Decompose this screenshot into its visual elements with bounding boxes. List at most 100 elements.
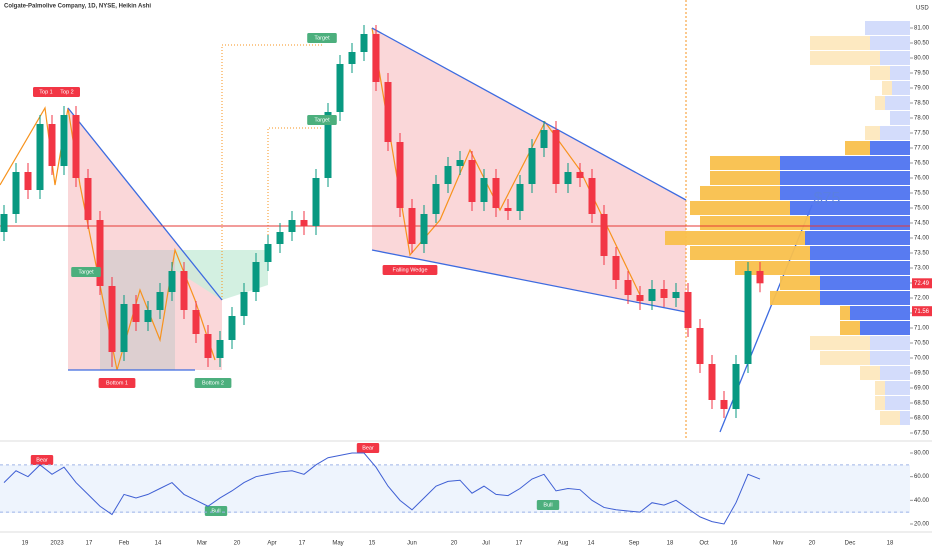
trend-line <box>371 27 687 201</box>
candle-body <box>468 160 476 202</box>
trend-line <box>67 107 223 301</box>
candle-body <box>552 130 560 184</box>
x-tick-label: 19 <box>22 541 29 547</box>
annotation-bg <box>71 267 101 277</box>
candle-body <box>564 172 572 184</box>
candle-body <box>168 271 176 292</box>
annotation: Top 1 <box>39 89 52 95</box>
y-tick-label: 81.00 <box>914 26 930 32</box>
y-tick-label: 80.50 <box>914 41 930 47</box>
candle-body <box>672 292 680 298</box>
y-tick-label: 75.50 <box>914 191 930 197</box>
candle-body <box>276 232 284 244</box>
x-tick-label: 14 <box>155 541 162 547</box>
profile-up <box>880 366 910 380</box>
price-label: 72.49 <box>914 281 930 287</box>
candle-body <box>96 220 104 286</box>
candle-body <box>108 286 116 352</box>
candle-body <box>300 220 308 226</box>
annotation: Bear <box>36 457 48 463</box>
profile-down <box>665 231 805 245</box>
annotation: Bear <box>362 445 374 451</box>
x-tick-label: 2023 <box>50 541 64 547</box>
y-tick-label: 77.00 <box>914 146 930 152</box>
x-tick-label: 17 <box>516 541 523 547</box>
candle-body <box>696 328 704 364</box>
x-tick-label: Apr <box>267 541 276 547</box>
price-label: 71.56 <box>914 309 930 315</box>
annotation-bg <box>98 378 136 388</box>
profile-down <box>882 81 892 95</box>
annotation-bg <box>33 87 59 97</box>
profile-up <box>810 216 910 230</box>
profile-down <box>700 186 780 200</box>
candle-body <box>456 160 464 166</box>
y-tick-label: 76.50 <box>914 161 930 167</box>
x-tick-label: 20 <box>234 541 241 547</box>
price-label-bg <box>912 278 932 289</box>
x-tick-label: 20 <box>809 541 816 547</box>
rsi-band-fill <box>0 465 910 513</box>
candle-body <box>156 292 164 310</box>
candle-body <box>24 172 32 190</box>
profile-up <box>850 306 910 320</box>
candle-body <box>144 310 152 322</box>
profile-up <box>880 51 910 65</box>
y-tick-label: 80.00 <box>914 56 930 62</box>
candle-body <box>516 184 524 211</box>
x-tick-label: May <box>332 541 343 547</box>
profile-down <box>875 396 885 410</box>
annotation: Bull <box>543 502 552 508</box>
profile-down <box>770 291 820 305</box>
profile-down <box>820 351 870 365</box>
candle-body <box>132 304 140 322</box>
candle-body <box>36 124 44 190</box>
candle-body <box>336 64 344 112</box>
candle-body <box>312 178 320 226</box>
profile-down <box>875 96 885 110</box>
x-tick-label: Sep <box>629 541 640 547</box>
profile-up <box>892 81 910 95</box>
y-tick-label: 78.50 <box>914 101 930 107</box>
annotation-bg <box>382 265 438 275</box>
candle-body <box>288 220 296 232</box>
profile-down <box>875 381 885 395</box>
x-tick-label: Jun <box>407 541 417 547</box>
annotation: Target <box>78 269 94 275</box>
profile-down <box>710 156 780 170</box>
y-tick-label: 69.00 <box>914 386 930 392</box>
profile-down <box>880 411 900 425</box>
rsi-line <box>3 452 761 525</box>
profile-down <box>690 246 810 260</box>
candle-body <box>240 292 248 316</box>
annotation-bg <box>307 115 337 125</box>
profile-up <box>885 96 910 110</box>
y-tick-label: 74.00 <box>914 236 930 242</box>
profile-down <box>810 36 870 50</box>
target-guide <box>221 44 322 300</box>
candle-body <box>492 178 500 208</box>
annotation: Target <box>314 117 330 123</box>
profile-up <box>780 156 910 170</box>
annotation: Target <box>314 35 330 41</box>
y-tick-label: 79.00 <box>914 86 930 92</box>
candle-body <box>360 34 368 52</box>
profile-up <box>870 351 910 365</box>
profile-down <box>810 336 870 350</box>
x-tick-label: Mar <box>197 541 207 547</box>
x-tick-label: 16 <box>731 541 738 547</box>
candle-body <box>480 178 488 202</box>
candle-body <box>408 208 416 244</box>
y-tick-label: 78.00 <box>914 116 930 122</box>
candle-body <box>648 289 656 301</box>
profile-down <box>860 366 880 380</box>
candle-body <box>444 166 452 184</box>
candle-body <box>384 82 392 142</box>
candle-body <box>192 310 200 334</box>
y-tick-label: 76.00 <box>914 176 930 182</box>
y-tick-label: 72.00 <box>914 296 930 302</box>
annotation: Bull <box>211 508 220 514</box>
x-tick-label: 18 <box>667 541 674 547</box>
